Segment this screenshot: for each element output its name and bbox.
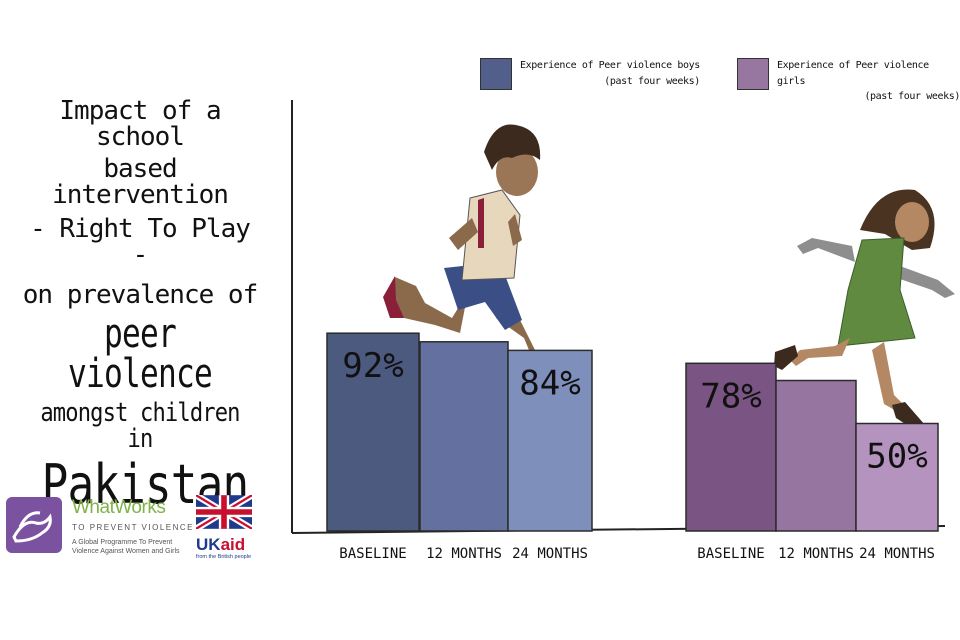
legend-swatch-boys: [480, 58, 512, 90]
whatworks-sub: TO PREVENT VIOLENCE: [72, 523, 195, 532]
category-label-girls-1: 12 MONTHS: [778, 546, 854, 562]
category-label-boys-2: 24 MONTHS: [512, 546, 588, 562]
data-label-boys-0: 92%: [342, 346, 403, 386]
union-jack-icon: [194, 492, 254, 532]
whatworks-tagline: A Global Programme To Prevent Violence A…: [72, 539, 180, 556]
legend-item-boys: Experience of Peer violence boys (past f…: [480, 58, 700, 90]
bar-girls-2: [855, 422, 939, 532]
bar-boys-2: [507, 349, 593, 532]
data-label-girls-2: 50%: [866, 437, 927, 477]
girl-illustration-icon: [774, 189, 955, 432]
data-label-boys-2: 84%: [519, 363, 580, 403]
whatworks-logo: WhatWorks TO PREVENT VIOLENCE A Global P…: [6, 497, 194, 556]
title-line-5: peer violence: [67, 311, 213, 397]
category-label-girls-0: BASELINE: [697, 546, 764, 562]
category-label-girls-2: 24 MONTHS: [859, 546, 935, 562]
title-line-3: - Right To Play -: [30, 214, 251, 270]
hands-icon: [6, 497, 62, 553]
legend-sub-boys: (past four weeks): [604, 75, 700, 87]
category-label-boys-1: 12 MONTHS: [426, 546, 502, 562]
ukaid-sub: from the British people: [196, 554, 252, 560]
legend-item-girls: Experience of Peer violence girls (past …: [737, 58, 960, 105]
category-label-boys-0: BASELINE: [339, 546, 406, 562]
title-line-4: on prevalence of: [22, 280, 258, 310]
bar-boys-1: [419, 341, 509, 532]
title-line-1: Impact of a school: [59, 96, 221, 152]
bar-girls-0: [685, 362, 777, 532]
legend-swatch-girls: [737, 58, 769, 90]
bar-girls-1: [775, 379, 857, 532]
ukaid-logo: UKaid from the British people: [194, 492, 256, 560]
bar-boys-0: [326, 332, 420, 532]
legend-label-girls: Experience of Peer violence girls: [777, 60, 929, 87]
chart-title: Impact of a school based intervention - …: [20, 98, 260, 512]
legend-label-boys: Experience of Peer violence boys: [520, 60, 700, 71]
data-label-girls-0: 78%: [700, 376, 761, 416]
ukaid-aid: aid: [220, 535, 246, 554]
title-line-2: based intervention: [52, 154, 229, 210]
whatworks-name: WhatWorks: [72, 497, 166, 518]
legend-sub-girls: (past four weeks): [864, 91, 960, 102]
ukaid-uk: UK: [196, 535, 221, 554]
title-line-6: amongst children in: [40, 398, 240, 454]
